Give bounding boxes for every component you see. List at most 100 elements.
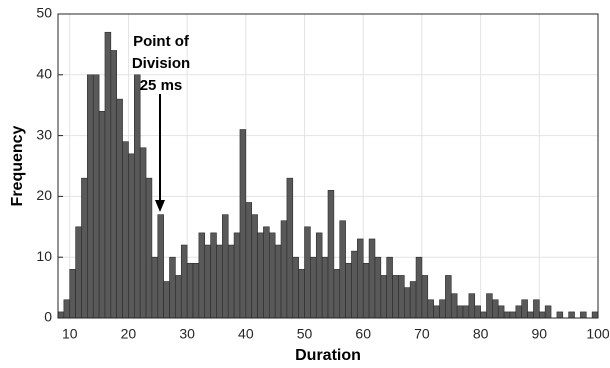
- bar: [568, 311, 575, 319]
- bar: [122, 141, 129, 319]
- bar: [392, 275, 399, 319]
- y-tick-label: 10: [36, 248, 52, 264]
- bar: [386, 256, 393, 319]
- y-tick-label: 30: [36, 126, 52, 142]
- bar: [544, 305, 552, 319]
- bar: [227, 244, 235, 319]
- bar: [556, 311, 564, 319]
- bar: [139, 147, 147, 319]
- bar: [192, 262, 200, 319]
- bar: [450, 293, 458, 319]
- bar: [216, 244, 223, 319]
- x-tick-label: 70: [414, 326, 430, 342]
- bar: [157, 214, 164, 319]
- bar: [163, 281, 170, 319]
- x-axis-label: Duration: [295, 347, 361, 364]
- bar: [263, 226, 270, 319]
- bar: [445, 275, 452, 319]
- bar: [145, 177, 153, 319]
- bar: [92, 74, 100, 319]
- y-tick-label: 20: [36, 187, 52, 203]
- bar: [321, 256, 329, 319]
- annotation: 25 ms: [140, 77, 183, 94]
- annotation: Division: [132, 55, 190, 72]
- bar: [104, 31, 112, 319]
- y-tick-label: 40: [36, 66, 52, 82]
- bar: [333, 269, 341, 319]
- bar: [439, 299, 446, 319]
- bar: [280, 220, 288, 319]
- bar: [362, 262, 370, 319]
- x-tick-label: 20: [121, 326, 137, 342]
- x-tick-label: 10: [62, 326, 78, 342]
- bar: [327, 190, 335, 319]
- bar: [497, 305, 505, 319]
- bar: [134, 74, 141, 319]
- x-tick-label: 30: [179, 326, 195, 342]
- y-axis-label: Frequency: [9, 125, 26, 206]
- x-tick-label: 90: [532, 326, 548, 342]
- bar: [274, 244, 282, 319]
- bar: [468, 293, 476, 319]
- bar: [310, 256, 317, 319]
- bar: [175, 275, 182, 319]
- bar: [539, 311, 546, 319]
- bar: [69, 269, 76, 319]
- bar: [75, 226, 82, 319]
- bar: [128, 153, 135, 319]
- bar: [210, 232, 217, 319]
- bar: [533, 299, 540, 319]
- bar: [98, 110, 106, 319]
- bar: [492, 299, 499, 319]
- bar: [421, 275, 429, 319]
- bar: [110, 50, 117, 319]
- arrow-head: [155, 200, 165, 212]
- bar: [298, 269, 305, 319]
- bar: [409, 281, 417, 319]
- bar: [186, 262, 194, 319]
- plot-frame: [57, 13, 599, 319]
- bar: [462, 305, 470, 319]
- bar: [415, 256, 423, 319]
- bar: [591, 311, 599, 319]
- bar: [527, 311, 534, 319]
- bar: [151, 256, 159, 319]
- bar: [81, 177, 88, 319]
- bar: [169, 256, 176, 319]
- bar: [339, 220, 346, 319]
- bar: [357, 238, 364, 319]
- x-tick-label: 80: [473, 326, 489, 342]
- bar: [433, 305, 440, 319]
- bar: [269, 232, 276, 319]
- bar: [87, 74, 94, 319]
- bar: [286, 177, 294, 319]
- bar: [116, 98, 123, 319]
- bar: [292, 256, 299, 319]
- bar: [204, 244, 211, 319]
- bar: [251, 214, 258, 319]
- y-tick-label: 50: [36, 5, 52, 21]
- bar: [368, 238, 376, 319]
- bar: [380, 275, 387, 319]
- bar: [474, 305, 481, 319]
- bar: [374, 256, 382, 319]
- bar: [580, 311, 587, 319]
- bar: [515, 305, 522, 319]
- bar: [351, 250, 358, 319]
- bar: [198, 232, 206, 319]
- bar: [509, 311, 517, 319]
- bar: [257, 232, 264, 319]
- bar: [456, 305, 464, 319]
- bar: [521, 299, 528, 319]
- x-tick-label: 50: [297, 326, 313, 342]
- bar: [233, 232, 241, 319]
- bar: [398, 275, 405, 319]
- x-tick-label: 60: [355, 326, 371, 342]
- bar: [315, 232, 323, 319]
- bar: [404, 287, 411, 319]
- bar: [222, 214, 229, 319]
- annotation: Point of: [133, 33, 190, 50]
- bar: [503, 311, 511, 319]
- bar: [304, 226, 311, 319]
- y-tick-label: 0: [44, 309, 52, 325]
